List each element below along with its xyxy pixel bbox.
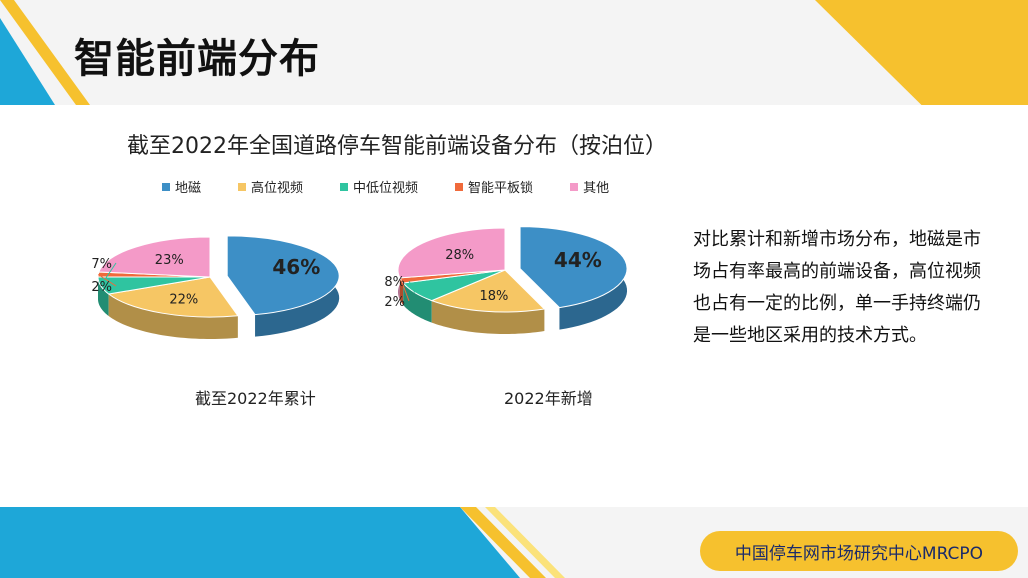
- legend-label: 高位视频: [251, 181, 304, 196]
- pie-slice-side: [108, 294, 238, 339]
- pie-caption-cumulative: 截至2022年累计: [195, 389, 316, 408]
- leader-line: [100, 262, 117, 287]
- data-label: 18%: [480, 289, 509, 304]
- data-label: 2%: [384, 295, 405, 310]
- data-label: 28%: [445, 248, 474, 263]
- bottom-pale-stripe: [485, 507, 565, 578]
- chart-legend: 地磁 高位视频 中低位视频 智能平板锁 其他: [162, 177, 646, 196]
- leader-line: [97, 274, 117, 287]
- legend-item-other: 其他: [570, 177, 609, 196]
- data-label: 44%: [554, 248, 602, 272]
- data-label: 8%: [384, 275, 405, 290]
- legend-label: 地磁: [175, 181, 202, 196]
- pie-slice-side: [98, 277, 109, 317]
- leader-line: [400, 280, 410, 302]
- bottom-blue-band: [0, 507, 520, 578]
- pie-slice-地磁: [519, 226, 628, 309]
- pie-slice-其他: [397, 227, 506, 279]
- pie-caption-new: 2022年新增: [504, 389, 593, 408]
- legend-item-mid-low-video: 中低位视频: [340, 177, 418, 196]
- pie-slice-side: [403, 282, 432, 323]
- pie-0: 46% 22% 7% 2% 23%: [91, 235, 340, 339]
- top-left-blue-triangle: [0, 18, 55, 105]
- legend-swatch: [340, 182, 349, 191]
- summary-text: 对比累计和新增市场分布，地磁是市场占有率最高的前端设备，高位视频也占有一定的比例…: [693, 229, 981, 346]
- bottom-yellow-stripe: [460, 507, 546, 578]
- pie-slice-side: [431, 300, 545, 334]
- legend-label: 中低位视频: [353, 181, 419, 196]
- pie-1: 44% 18% 8% 2% 28%: [384, 226, 628, 334]
- legend-swatch: [162, 182, 170, 191]
- legend-swatch: [570, 182, 579, 191]
- legend-label: 智能平板锁: [468, 181, 534, 196]
- data-label: 22%: [169, 293, 198, 308]
- legend-swatch: [455, 182, 464, 191]
- legend-swatch: [238, 182, 247, 191]
- legend-label: 其他: [583, 181, 610, 196]
- legend-item-high-video: 高位视频: [238, 177, 303, 196]
- data-label: 2%: [91, 280, 112, 295]
- data-label: 46%: [272, 255, 320, 279]
- chart-title: 截至2022年全国道路停车智能前端设备分布（按泊位）: [127, 134, 667, 159]
- pie-slice-高位视频: [430, 269, 546, 313]
- legend-item-smart-lock: 智能平板锁: [455, 177, 533, 196]
- legend-item-dici: 地磁: [162, 177, 201, 196]
- top-left-yellow-stripe: [0, 0, 90, 105]
- pie-slice-地磁: [226, 235, 340, 316]
- page-title: 智能前端分布: [74, 36, 320, 82]
- pie-slice-其他: [98, 236, 211, 278]
- footer-badge: 中国停车网市场研究中心MRCPO: [700, 531, 1018, 571]
- pie-slice-高位视频: [107, 276, 239, 318]
- data-label: 23%: [155, 253, 184, 268]
- leader-line: [408, 280, 416, 293]
- data-label: 7%: [91, 257, 112, 272]
